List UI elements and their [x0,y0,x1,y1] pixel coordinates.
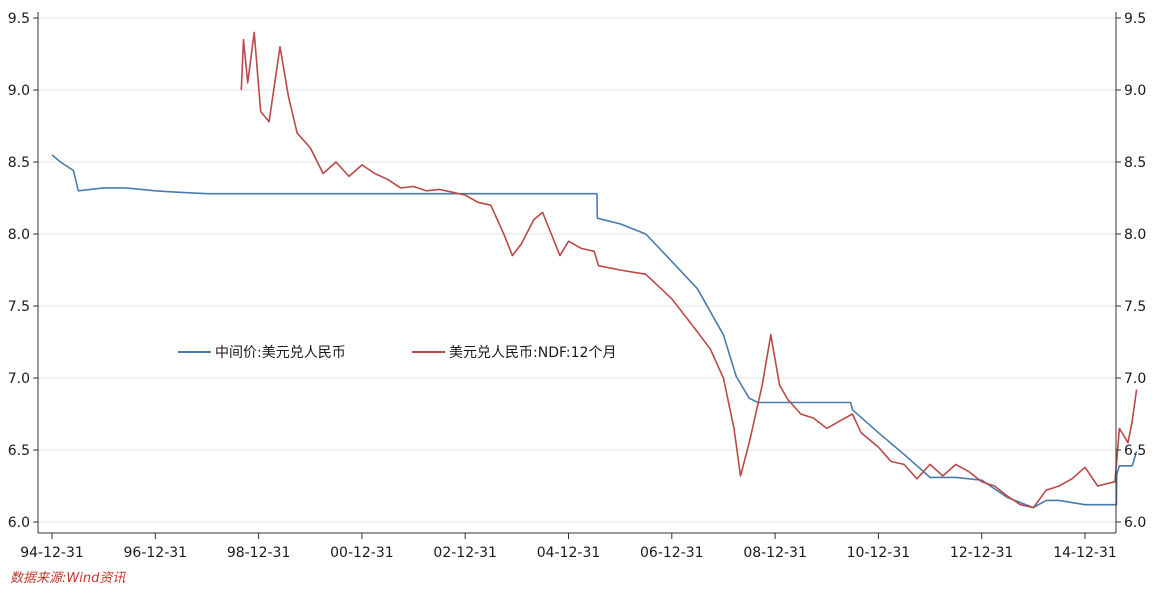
x-tick-label: 12-12-31 [950,545,1014,561]
x-tick-label: 02-12-31 [433,545,497,561]
x-tick-label: 10-12-31 [847,545,911,561]
y-tick-label-left: 7.5 [8,299,30,315]
series-line-1 [51,154,1138,509]
y-tick-label-right: 9.0 [1124,83,1146,99]
source-note: 数据来源:Wind资讯 [10,571,126,586]
legend-label: 中间价:美元兑人民币 [215,345,346,361]
x-tick-label: 98-12-31 [227,545,291,561]
y-tick-label-right: 8.5 [1124,155,1146,171]
x-tick-label: 06-12-31 [640,545,704,561]
y-tick-label-left: 8.5 [8,155,30,171]
y-tick-label-left: 9.0 [8,83,30,99]
x-tick-label: 04-12-31 [537,545,601,561]
y-tick-label-left: 8.0 [8,227,30,243]
y-tick-label-right: 7.0 [1124,371,1146,387]
x-axis: 94-12-31 96-12-31 98-12-31 00-12-31 02-12-31… [20,533,1117,561]
y-tick-label-left: 6.5 [8,443,30,459]
x-tick-label: 08-12-31 [743,545,807,561]
gridlines [38,17,1116,523]
x-tick-label: 00-12-31 [330,545,394,561]
y-tick-label-left: 7.0 [8,371,30,387]
axes [37,12,1117,534]
legend-label: 美元兑人民币:NDF:12个月 [449,345,616,361]
x-tick-label: 94-12-31 [20,545,84,561]
y-tick-label-left: 6.0 [8,515,30,531]
y-tick-label-right: 6.0 [1124,515,1146,531]
y-tick-label-right: 6.5 [1124,443,1146,459]
y-axis-left: 6.0 6.5 7.0 7.5 8.0 8.5 9.0 9.5 [8,11,38,531]
y-axis-right: 6.0 6.5 7.0 7.5 8.0 8.5 9.0 9.5 [1116,11,1146,531]
y-tick-label-right: 7.5 [1124,299,1146,315]
y-tick-label-left: 9.5 [8,11,30,27]
x-tick-label: 96-12-31 [124,545,188,561]
series-line-2 [240,31,1138,509]
y-tick-label-right: 8.0 [1124,227,1146,243]
series-lines [51,31,1138,509]
y-tick-label-right: 9.5 [1124,11,1146,27]
legend: 中间价:美元兑人民币 美元兑人民币:NDF:12个月 [178,345,616,361]
x-tick-label: 14-12-31 [1053,545,1117,561]
